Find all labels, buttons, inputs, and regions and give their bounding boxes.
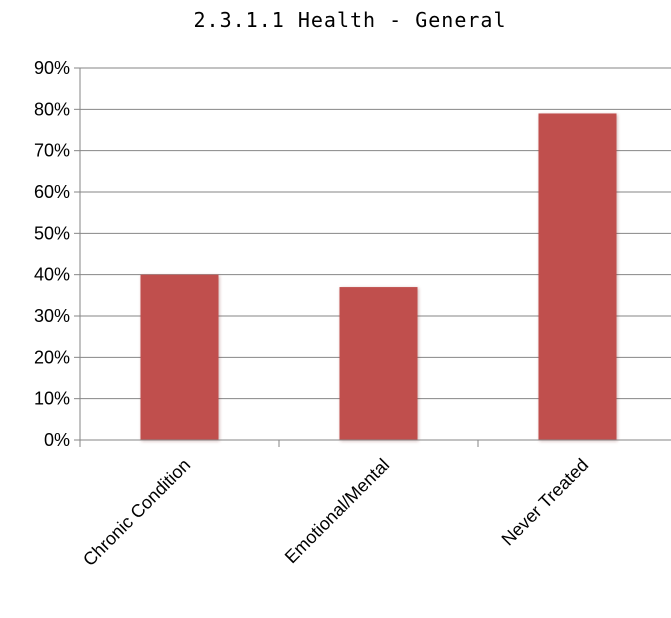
bar-never-treated: [538, 113, 617, 440]
y-tick-label: 10%: [34, 389, 70, 409]
bar-chronic-condition: [140, 274, 219, 440]
bar-emotional-mental: [339, 287, 418, 440]
axes: [79, 68, 671, 447]
y-tick-label: 90%: [34, 58, 70, 78]
y-tick-label: 20%: [34, 347, 70, 367]
chart-title: 2.3.1.1 Health - General: [193, 8, 507, 32]
y-tick-label: 30%: [34, 306, 70, 326]
y-tick-label: 80%: [34, 99, 70, 119]
y-tick-label: 40%: [34, 265, 70, 285]
y-tick-label: 60%: [34, 182, 70, 202]
y-tick-label: 0%: [44, 430, 70, 450]
bars: [140, 113, 617, 440]
y-tick-labels: 0% 10% 20% 30% 40% 50% 60% 70% 80% 90%: [34, 58, 70, 450]
x-tick-label: Emotional/Mental: [281, 455, 393, 567]
x-tick-labels: Chronic Condition Emotional/Mental Never T…: [79, 455, 592, 570]
x-tick-label: Never Treated: [498, 455, 593, 550]
y-tick-label: 50%: [34, 223, 70, 243]
y-tick-label: 70%: [34, 141, 70, 161]
x-tick-label: Chronic Condition: [79, 455, 194, 570]
